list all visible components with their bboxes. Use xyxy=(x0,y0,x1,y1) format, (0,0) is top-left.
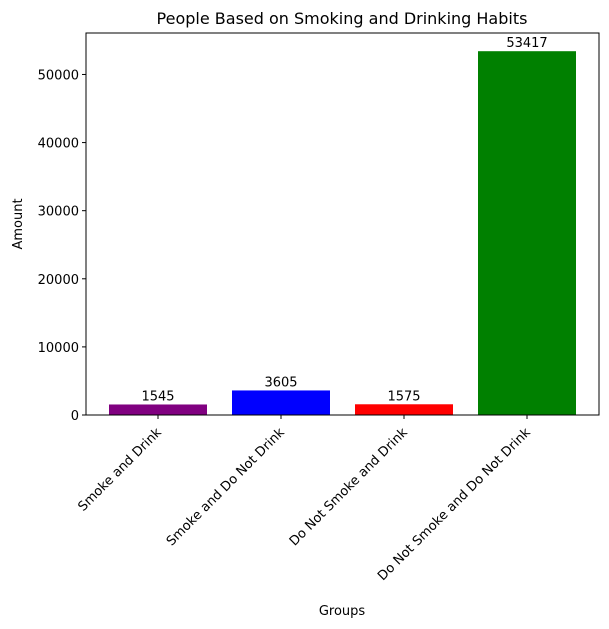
data-label-smoke-and-drink: 1545 xyxy=(141,389,174,404)
y-axis-ticks: 0 10000 20000 30000 40000 50000 xyxy=(38,68,86,424)
y-tick-label: 40000 xyxy=(38,137,79,152)
bar-do-not-smoke-and-do-not-drink xyxy=(478,51,576,415)
data-label-smoke-and-do-not-drink: 3605 xyxy=(264,375,297,390)
bar-smoke-and-do-not-drink xyxy=(232,390,330,415)
data-labels-group: 1545 3605 1575 53417 xyxy=(141,36,547,404)
x-axis-label: Groups xyxy=(319,604,366,619)
plot-frame xyxy=(85,32,600,416)
y-tick-label: 10000 xyxy=(38,341,79,356)
bars-group xyxy=(109,51,576,415)
x-tick-label-do-not-smoke-and-do-not-drink: Do Not Smoke and Do Not Drink xyxy=(375,425,534,584)
y-tick-label: 50000 xyxy=(38,68,79,83)
x-tick-label-smoke-and-drink: Smoke and Drink xyxy=(75,425,165,515)
x-tick-label-smoke-and-do-not-drink: Smoke and Do Not Drink xyxy=(164,425,288,549)
bar-smoke-and-drink xyxy=(109,404,207,415)
bar-do-not-smoke-and-drink xyxy=(355,404,453,415)
data-label-do-not-smoke-and-drink: 1575 xyxy=(387,389,420,404)
y-tick-label: 30000 xyxy=(38,205,79,220)
y-axis-label: Amount xyxy=(11,198,26,249)
y-tick-label: 0 xyxy=(71,409,79,424)
y-tick-label: 20000 xyxy=(38,273,79,288)
x-tick-label-do-not-smoke-and-drink: Do Not Smoke and Drink xyxy=(287,425,411,549)
chart-title: People Based on Smoking and Drinking Hab… xyxy=(157,9,528,28)
data-label-do-not-smoke-and-do-not-drink: 53417 xyxy=(506,36,547,51)
